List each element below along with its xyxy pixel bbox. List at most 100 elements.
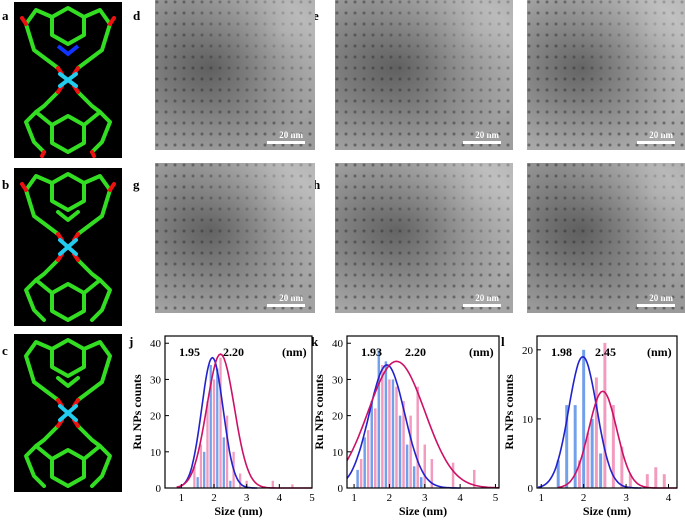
fit-curve-j-s0 — [177, 356, 258, 489]
molecule-structure-b — [14, 168, 122, 326]
bar-l-s1-5 — [620, 446, 624, 488]
y-tick-label-l-2: 20 — [522, 345, 534, 357]
x-tick-label-l-0: 1 — [538, 492, 544, 504]
y-tick-label-j-3: 30 — [150, 374, 162, 386]
bar-k-s1-11 — [451, 462, 455, 488]
bar-j-s0-3 — [216, 368, 219, 488]
bar-l-s1-2 — [594, 377, 598, 488]
scale-bar-e — [463, 141, 501, 144]
x-tick-label-k-4: 5 — [493, 492, 499, 504]
fit-curve-l-s0 — [537, 355, 642, 489]
scale-bar-f — [637, 141, 675, 144]
tem-image-g: 20 nm — [155, 163, 315, 313]
panel-letter-b: b — [2, 177, 10, 192]
annotation-l-2: (nm) — [647, 345, 672, 359]
y-tick-label-k-4: 40 — [332, 338, 344, 350]
bar-j-s0-4 — [222, 437, 225, 488]
tem-image-d: 20 nm — [155, 0, 315, 150]
annotation-j-1: 2.20 — [223, 345, 244, 359]
tem-bg-d — [155, 0, 315, 150]
bar-k-s1-10 — [430, 459, 434, 488]
bar-k-s1-8 — [416, 386, 419, 488]
bar-j-s1-2 — [206, 401, 209, 488]
x-tick-label-l-2: 3 — [623, 492, 629, 504]
bar-j-s1-7 — [238, 473, 242, 488]
molecule-drawing-a — [20, 6, 116, 158]
tem-bg-h — [335, 163, 513, 313]
x-axis-label-k: Size (nm) — [399, 504, 447, 518]
bar-j-s0-0 — [196, 477, 199, 488]
scale-bar-i — [637, 304, 675, 307]
annotation-k-2: (nm) — [469, 345, 494, 359]
histogram-k: k 1 2 3 4 5 0 10 20 30 40 Size (nm) Ru NPs counts 1.9… — [311, 334, 500, 518]
panel-letter-e: e — [313, 8, 319, 23]
bar-k-s0-7 — [405, 444, 409, 488]
bar-l-s1-4 — [611, 405, 615, 488]
bar-k-s0-1 — [363, 437, 366, 488]
bar-l-s0-3 — [582, 349, 586, 488]
x-tick-label-j-0: 1 — [179, 492, 185, 504]
annotation-j-0: 1.95 — [179, 345, 200, 359]
x-axis-label-l: Size (nm) — [583, 504, 631, 518]
annotation-k-1: 2.20 — [405, 345, 426, 359]
x-tick-label-k-3: 4 — [457, 492, 463, 504]
bar-j-s1-3 — [212, 379, 216, 488]
tem-image-i: 20 nm — [527, 163, 685, 313]
y-tick-label-j-2: 20 — [150, 411, 162, 423]
tem-image-h: 20 nm — [335, 163, 513, 313]
x-tick-label-k-0: 1 — [351, 492, 357, 504]
x-tick-label-j-1: 2 — [211, 492, 217, 504]
bar-k-s1-1 — [366, 430, 370, 488]
scale-bar-label-f: 20 nm — [649, 130, 673, 140]
bar-k-s1-7 — [409, 415, 412, 488]
y-tick-label-j-4: 40 — [150, 338, 162, 350]
bar-k-s0-8 — [412, 466, 416, 488]
panel-letter-d: d — [133, 8, 141, 23]
bar-k-s0-0 — [356, 469, 359, 488]
y-tick-label-k-2: 20 — [332, 411, 344, 423]
tem-bg-e — [335, 0, 513, 150]
scale-bar-g — [267, 304, 305, 307]
scale-bar-label-e: 20 nm — [475, 130, 499, 140]
bar-k-s1-0 — [359, 459, 363, 488]
y-tick-label-k-1: 10 — [332, 447, 344, 459]
bar-j-s1-4 — [219, 357, 222, 488]
bar-k-s0-6 — [398, 415, 402, 488]
annotation-l-0: 1.98 — [551, 345, 572, 359]
bar-k-s1-9 — [423, 444, 427, 488]
plot-frame-l — [536, 335, 678, 489]
tem-bg-g — [155, 163, 315, 313]
panel-letter-c: c — [2, 343, 8, 358]
bar-k-s1-2 — [374, 408, 377, 488]
bar-l-s0-0 — [556, 460, 560, 488]
fit-curve-k-s0 — [346, 364, 461, 489]
molecule-drawing-b — [20, 172, 116, 322]
molecule-structure-a — [14, 2, 122, 158]
fit-curve-j-s1 — [176, 353, 312, 489]
bar-j-s1-1 — [199, 444, 203, 488]
bar-k-s0-2 — [370, 401, 373, 488]
x-tick-label-l-3: 4 — [666, 492, 672, 504]
y-tick-label-j-0: 0 — [156, 483, 162, 495]
panel-letter-h: h — [313, 177, 321, 192]
x-tick-label-k-1: 2 — [387, 492, 393, 504]
panel-letter-k: k — [311, 334, 319, 349]
bar-k-s1-6 — [402, 401, 405, 488]
bar-k-s1-3 — [381, 364, 384, 488]
bar-k-s0-3 — [377, 350, 381, 488]
x-tick-label-j-2: 3 — [244, 492, 250, 504]
panel-letter-g: g — [133, 177, 140, 192]
y-axis-label-k: Ru NPs counts — [312, 374, 326, 450]
bar-k-s1-12 — [473, 469, 476, 488]
panel-letter-a: a — [2, 8, 9, 23]
scale-bar-label-i: 20 nm — [649, 293, 673, 303]
tem-image-f: 20 nm — [527, 0, 685, 150]
bar-l-s1-1 — [586, 432, 590, 488]
scale-bar-d — [267, 141, 305, 144]
x-tick-label-l-1: 2 — [581, 492, 587, 504]
bar-k-s1-5 — [395, 386, 398, 488]
histogram-j: j 1 2 3 4 5 0 10 20 30 40 Size (nm) Ru NPs counts 1.9… — [128, 334, 315, 518]
bar-l-s1-3 — [603, 342, 607, 488]
bar-j-s0-2 — [209, 364, 212, 488]
bar-l-s0-2 — [573, 405, 577, 488]
